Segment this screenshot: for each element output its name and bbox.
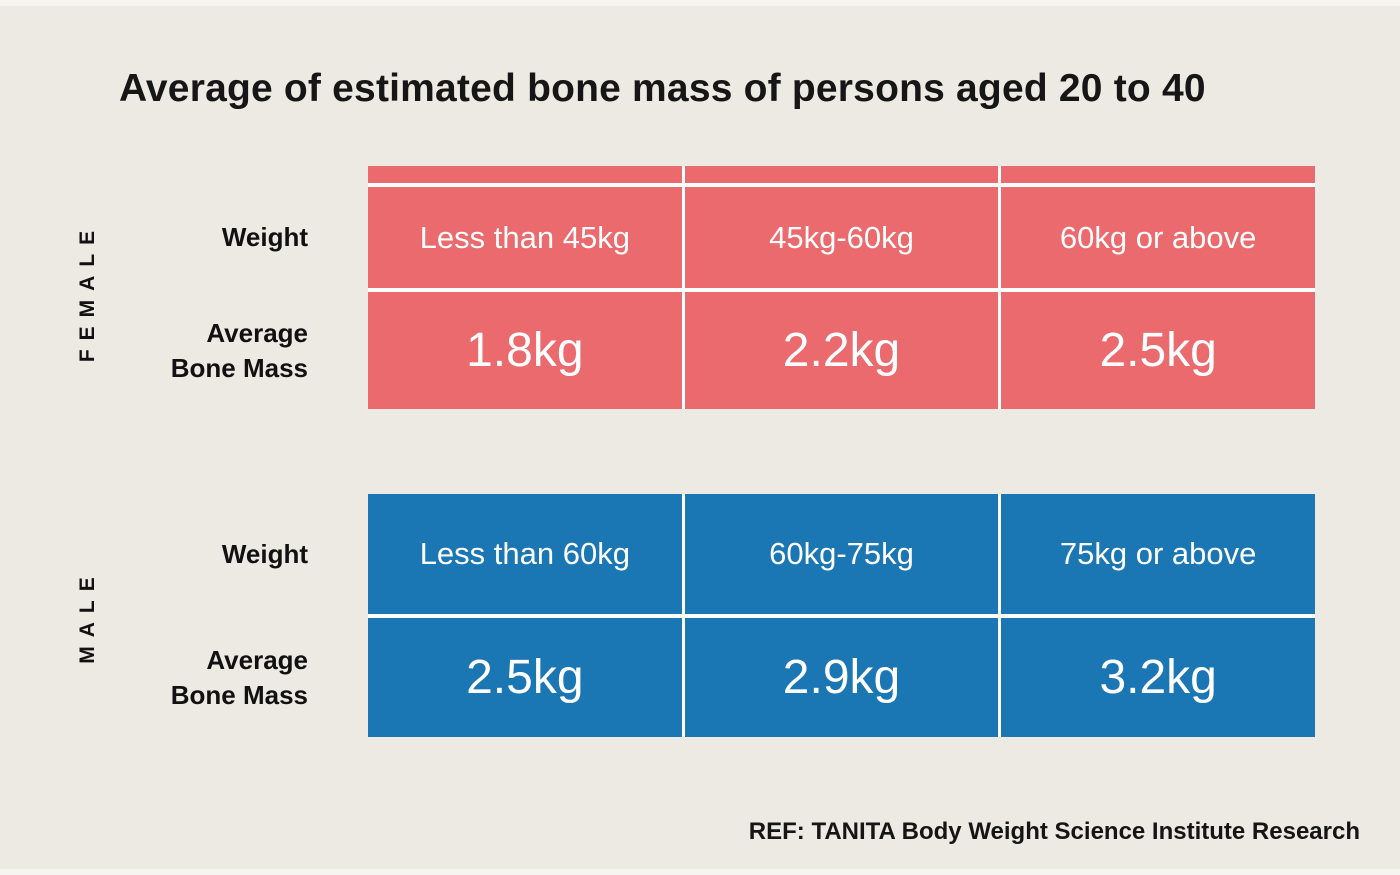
- female-header-strip-cell: [684, 166, 999, 183]
- female-weight-cell-1: Less than 45kg: [368, 187, 682, 288]
- page-title: Average of estimated bone mass of person…: [119, 67, 1206, 110]
- female-bone-mass-row-label: Average Bone Mass: [0, 292, 308, 409]
- female-table: Less than 45kg 45kg-60kg 60kg or above 1…: [368, 166, 1315, 409]
- female-bone-mass-label-line1: Average: [206, 317, 308, 348]
- male-weight-cell-2: 60kg-75kg: [684, 494, 999, 614]
- male-weight-cell-1: Less than 60kg: [368, 494, 682, 614]
- male-weight-row-label: Weight: [221, 538, 308, 569]
- male-bone-mass-cell-2: 2.9kg: [684, 618, 999, 737]
- male-bone-mass-label-line1: Average: [206, 644, 308, 675]
- female-weight-row-label: Weight: [221, 222, 308, 252]
- male-weight-cell-3: 75kg or above: [1001, 494, 1315, 614]
- top-edge-strip: [0, 0, 1400, 6]
- reference-text: REF: TANITA Body Weight Science Institut…: [748, 818, 1360, 845]
- female-header-strip-cell: [368, 166, 682, 183]
- female-bone-mass-cell-1: 1.8kg: [368, 292, 682, 409]
- female-bone-mass-cell-3: 2.5kg: [1001, 292, 1315, 409]
- female-header-strip-cell: [1001, 166, 1315, 183]
- male-table: Less than 60kg 60kg-75kg 75kg or above 2…: [368, 494, 1315, 737]
- female-weight-cell-3: 60kg or above: [1001, 187, 1315, 288]
- male-bone-mass-cell-3: 3.2kg: [1001, 618, 1315, 737]
- female-bone-mass-cell-2: 2.2kg: [684, 292, 999, 409]
- female-weight-cell-2: 45kg-60kg: [684, 187, 999, 288]
- female-bone-mass-label-line2: Bone Mass: [170, 352, 308, 383]
- male-bone-mass-label-line2: Bone Mass: [170, 679, 308, 710]
- male-bone-mass-cell-1: 2.5kg: [368, 618, 682, 737]
- bottom-edge-strip: [0, 869, 1400, 875]
- male-bone-mass-row-label: Average Bone Mass: [0, 618, 308, 737]
